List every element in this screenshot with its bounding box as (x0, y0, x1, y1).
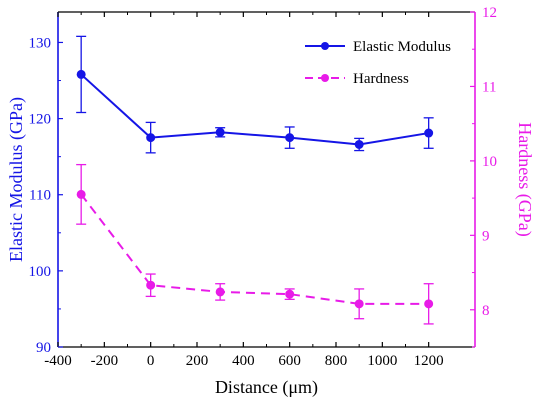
x-tick-label: -200 (91, 353, 119, 369)
right-y-tick-label: 8 (482, 303, 490, 319)
left-y-tick-label: 130 (29, 35, 52, 51)
legend-modulus-marker (321, 42, 329, 50)
hardness-data-point (354, 299, 364, 309)
x-tick-label: -400 (44, 353, 72, 369)
x-tick-label: 400 (232, 353, 255, 369)
legend-hardness-marker (321, 74, 329, 82)
modulus-data-point (354, 139, 364, 149)
hardness-data-point (146, 280, 156, 290)
left-y-tick-label: 90 (36, 340, 51, 356)
right-y-tick-label: 9 (482, 228, 490, 244)
modulus-data-point (424, 128, 434, 138)
right-y-tick-label: 12 (482, 5, 497, 21)
modulus-data-point (285, 133, 295, 143)
left-y-tick-label: 120 (29, 112, 52, 128)
modulus-series-line (80, 73, 429, 146)
right-y-axis-title: Hardness (GPa) (514, 122, 533, 236)
left-y-tick-label: 110 (29, 188, 51, 204)
x-tick-label: 600 (278, 353, 301, 369)
x-axis-title: Distance (μm) (215, 377, 318, 398)
hardness-data-point (424, 299, 434, 309)
modulus-data-point (215, 127, 225, 137)
modulus-data-point (146, 133, 156, 143)
x-tick-label: 200 (186, 353, 209, 369)
x-tick-label: 800 (325, 353, 348, 369)
x-tick-label: 1000 (367, 353, 397, 369)
modulus-data-point (76, 69, 86, 79)
right-y-tick-label: 10 (482, 154, 497, 170)
x-tick-label: 1200 (414, 353, 444, 369)
hardness-data-point (76, 189, 86, 199)
hardness-data-point (215, 287, 225, 297)
left-y-axis-title: Elastic Modulus (GPa) (6, 97, 27, 262)
right-y-tick-label: 11 (482, 79, 496, 95)
left-y-tick-label: 100 (29, 264, 52, 280)
legend-hardness-label: Hardness (353, 71, 409, 87)
hardness-series-line (80, 193, 429, 305)
x-tick-label: 0 (147, 353, 155, 369)
legend-modulus-label: Elastic Modulus (353, 39, 451, 55)
hardness-data-point (285, 289, 295, 299)
